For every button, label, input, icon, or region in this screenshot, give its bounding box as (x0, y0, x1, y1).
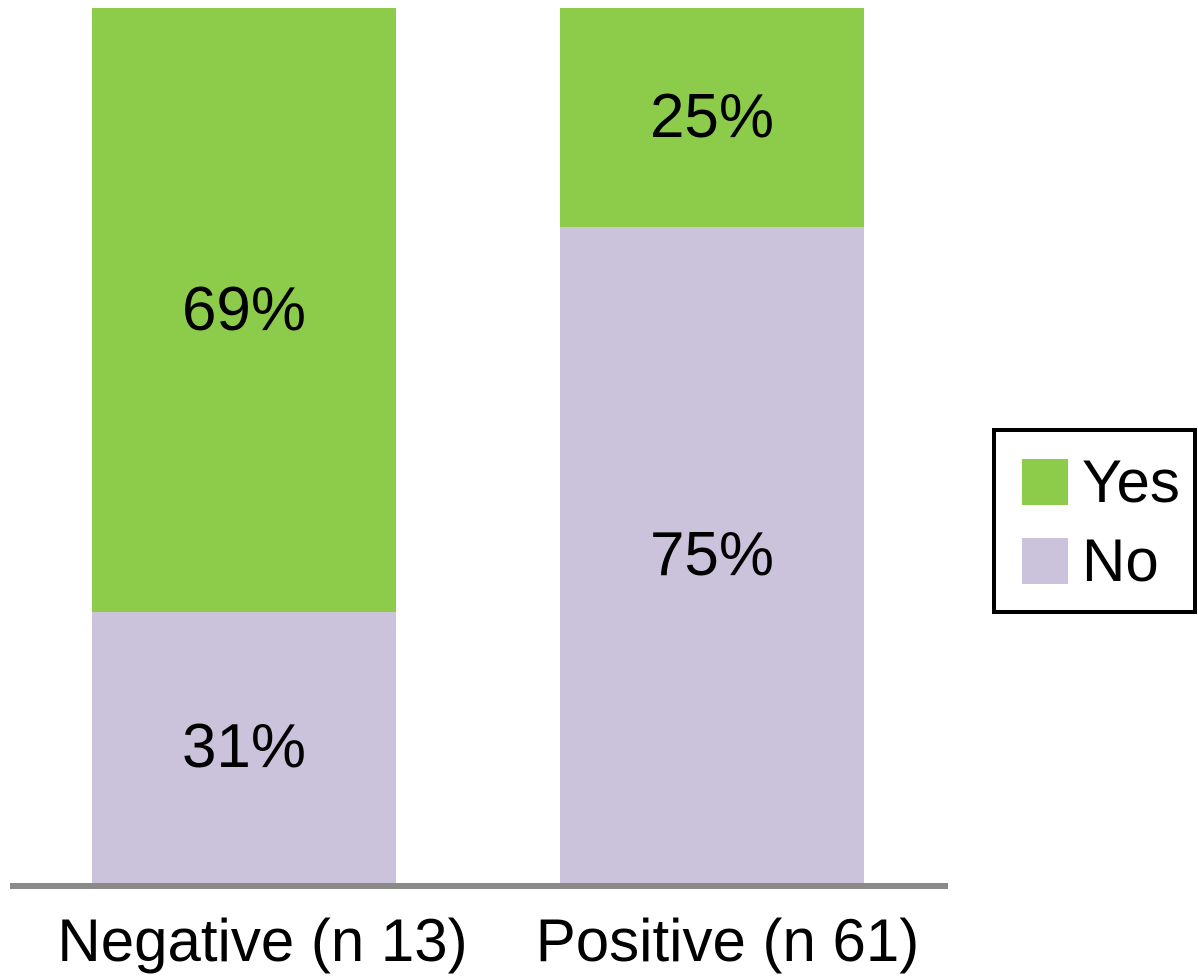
bar-negative-no-segment: 31% (92, 611, 396, 883)
legend: Yes No (992, 428, 1197, 614)
value-label-negative-no: 31% (181, 712, 307, 782)
bar-positive: 25% 75% (560, 8, 864, 883)
x-axis-line (10, 883, 948, 889)
x-axis-label-positive: Positive (n 61) (535, 907, 920, 974)
value-label-negative-yes: 69% (181, 274, 307, 344)
legend-label-no: No (1082, 526, 1159, 594)
value-label-positive-yes: 25% (649, 82, 775, 152)
legend-item-yes: Yes (1022, 447, 1193, 515)
bar-negative: 69% 31% (92, 8, 396, 883)
bar-positive-yes-segment: 25% (560, 8, 864, 227)
legend-item-no: No (1022, 526, 1193, 594)
x-axis-label-negative: Negative (n 13) (57, 907, 468, 974)
bar-positive-no-segment: 75% (560, 226, 864, 883)
yes-color-swatch-icon (1022, 458, 1068, 505)
no-color-swatch-icon (1022, 537, 1068, 584)
bar-negative-yes-segment: 69% (92, 8, 396, 612)
legend-label-yes: Yes (1082, 447, 1180, 515)
value-label-positive-no: 75% (649, 519, 775, 589)
